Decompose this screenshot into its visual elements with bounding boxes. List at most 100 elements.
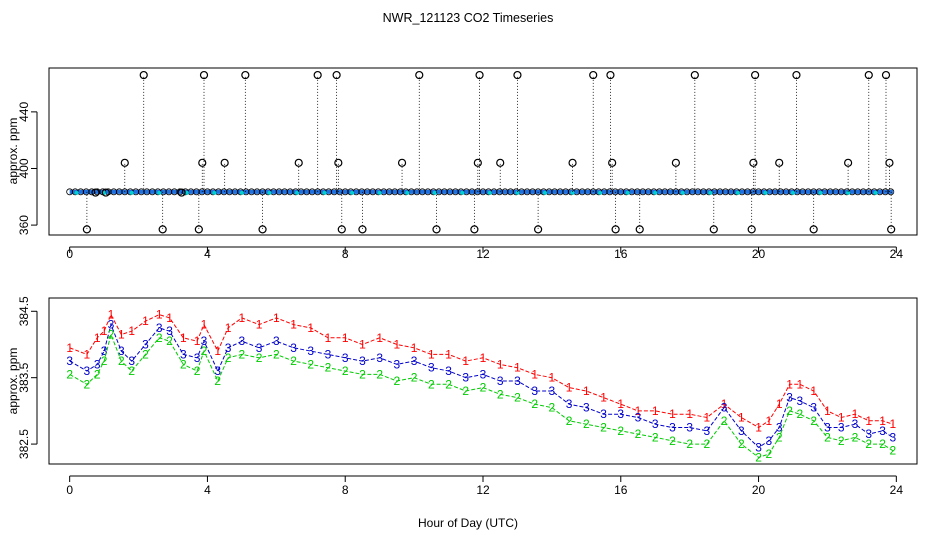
- series-2-point: 2: [766, 447, 773, 461]
- series-2-point: 2: [652, 430, 659, 444]
- x-tick-label: 24: [890, 483, 904, 497]
- series-3-point: 3: [376, 351, 383, 365]
- baseline-point: [755, 188, 762, 196]
- series-2-point: 2: [108, 328, 115, 342]
- series-1-point: 1: [652, 404, 659, 418]
- outlier-point: [885, 158, 894, 167]
- baseline-point: [479, 188, 487, 196]
- baseline-cyan-point: [735, 190, 740, 195]
- outlier-point: [241, 70, 250, 80]
- baseline-point: [170, 188, 178, 196]
- outlier-point: [611, 225, 620, 234]
- baseline-cyan-point: [239, 190, 244, 195]
- series-2-point: 2: [497, 387, 504, 401]
- series-2-line: [69, 332, 894, 458]
- series-3-line: [69, 322, 894, 449]
- baseline-point: [771, 188, 779, 196]
- series-1-point: 1: [128, 324, 135, 338]
- series-3-point: 3: [786, 391, 793, 405]
- outlier-point: [844, 158, 853, 167]
- outlier-point: [747, 225, 756, 234]
- series-1-point: 1: [766, 414, 773, 428]
- series-2-point: 2: [669, 434, 676, 448]
- series-1-point: 1: [411, 341, 418, 355]
- baseline-point: [82, 188, 90, 196]
- series-3-point: 3: [566, 397, 573, 411]
- outlier-point: [177, 188, 186, 197]
- series-1-point: 1: [66, 341, 73, 355]
- series-1-point: 1: [617, 397, 624, 411]
- baseline-point: [446, 188, 454, 196]
- series-2-point: 2: [394, 374, 401, 388]
- series-2-point: 2: [445, 377, 452, 391]
- baseline-cyan-point: [708, 190, 713, 195]
- series-3-point: 3: [669, 420, 676, 434]
- baseline-point: [722, 188, 729, 196]
- series-3-point: 3: [514, 374, 521, 388]
- series-1-point: 1: [156, 308, 163, 322]
- series-2-point: 2: [84, 377, 91, 391]
- series-3-point: 3: [766, 434, 773, 448]
- baseline-point: [452, 188, 459, 196]
- series-3-point: 3: [94, 357, 101, 371]
- baseline-point: [88, 188, 96, 196]
- series-1-point: 1: [669, 407, 676, 421]
- x-tick-label: 16: [614, 483, 628, 497]
- series-1-point: 1: [755, 420, 762, 434]
- series-2-point: 2: [142, 347, 149, 361]
- baseline-point: [248, 188, 255, 196]
- baseline-cyan-point: [432, 190, 437, 195]
- outlier-point: [82, 225, 91, 234]
- series-1-point: 1: [325, 331, 332, 345]
- series-2-point: 2: [879, 437, 886, 451]
- series-2-point: 2: [307, 357, 314, 371]
- series-1-point: 1: [428, 347, 435, 361]
- outlier-point: [589, 70, 598, 80]
- series-3-point: 3: [239, 334, 246, 348]
- series-3-point: 3: [838, 420, 845, 434]
- series-2-point: 2: [635, 427, 642, 441]
- series-2-point: 2: [256, 351, 263, 365]
- baseline-point: [330, 188, 338, 196]
- baseline-cyan-point: [846, 190, 851, 195]
- series-1-point: 1: [810, 384, 817, 398]
- series-2-point: 2: [94, 367, 101, 381]
- y-tick-label: 382.5: [17, 429, 31, 459]
- series-3-point: 3: [394, 357, 401, 371]
- series-2-point: 2: [359, 367, 366, 381]
- series-2-point: 2: [776, 430, 783, 444]
- series-1-point: 1: [514, 361, 521, 375]
- outlier-point: [635, 225, 644, 234]
- series-1-line: [69, 313, 894, 429]
- baseline-cyan-point: [487, 190, 492, 195]
- outlier-point: [473, 158, 482, 167]
- series-1-point: 1: [600, 391, 607, 405]
- series-1-point: 1: [704, 411, 711, 425]
- series-3-point: 3: [142, 337, 149, 351]
- outlier-point: [194, 225, 203, 234]
- baseline-point: [584, 188, 592, 196]
- series-3-point: 3: [531, 384, 538, 398]
- outlier-point: [513, 70, 522, 80]
- baseline-point: [308, 188, 316, 196]
- outlier-point: [332, 70, 341, 80]
- series-2-point: 2: [411, 371, 418, 385]
- series-2-point: 2: [201, 344, 208, 358]
- baseline-point: [66, 188, 74, 196]
- series-2-point: 2: [214, 374, 221, 388]
- baseline-cyan-point: [763, 190, 768, 195]
- baseline-point: [341, 188, 349, 196]
- baseline-point: [556, 188, 564, 196]
- series-1-point: 1: [721, 397, 728, 411]
- series-1-point: 1: [838, 411, 845, 425]
- series-2-point: 2: [549, 401, 556, 415]
- outlier-point: [294, 158, 303, 167]
- series-1-point: 1: [142, 314, 149, 328]
- baseline-point: [799, 188, 807, 196]
- baseline-cyan-point: [515, 190, 520, 195]
- baseline-cyan-point: [791, 190, 795, 195]
- series-3-point: 3: [180, 347, 187, 361]
- series-3-point: 3: [824, 420, 831, 434]
- y-tick-label: 400: [17, 158, 31, 178]
- series-2-point: 2: [118, 354, 125, 368]
